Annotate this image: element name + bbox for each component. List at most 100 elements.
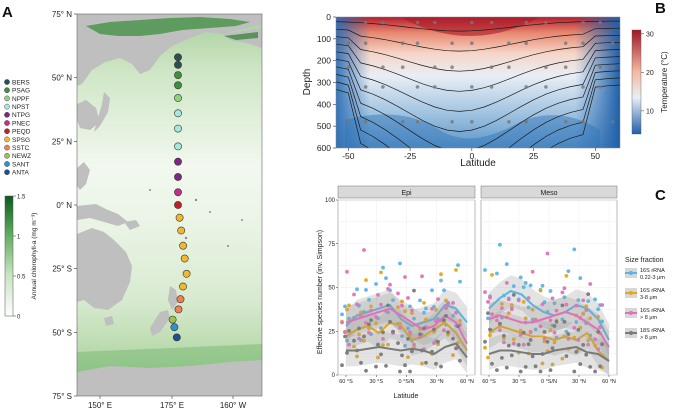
province-legend-label: SPSG xyxy=(12,137,30,144)
station-marker xyxy=(177,226,186,235)
facet-x-tick-label: 30 °S xyxy=(369,379,383,385)
diversity-point xyxy=(355,287,359,292)
diversity-point xyxy=(483,268,487,272)
diversity-point xyxy=(384,364,388,368)
facet-y-tick-label: 75 xyxy=(328,242,335,248)
diversity-point xyxy=(521,300,526,304)
sample-point xyxy=(563,41,568,45)
station-marker xyxy=(174,109,182,118)
facet-strip-label: Meso xyxy=(540,190,557,197)
diversity-point xyxy=(516,343,521,347)
legend-entry-label: 16S rRNA xyxy=(640,288,665,294)
diversity-point xyxy=(483,290,487,294)
diversity-point xyxy=(528,283,533,288)
diversity-point xyxy=(410,308,414,313)
diversity-point xyxy=(528,330,533,335)
diversity-point xyxy=(364,288,368,292)
diversity-point xyxy=(403,309,407,314)
diversity-point xyxy=(352,344,356,349)
diversity-point xyxy=(439,278,443,283)
diversity-point xyxy=(379,302,383,307)
diversity-point xyxy=(364,278,368,282)
diversity-point xyxy=(345,269,349,274)
sample-point xyxy=(363,85,368,89)
station-marker xyxy=(176,295,185,304)
sample-point xyxy=(450,65,454,69)
province-legend-swatch xyxy=(4,112,10,118)
facet-epi: Epi 60 °S 30 °S 0 °S/N 30 °N 60 °N 0 25 50 75 100 xyxy=(325,185,476,385)
diversity-point xyxy=(526,305,531,310)
province-legend-swatch xyxy=(4,161,10,167)
isotherm-line xyxy=(336,20,620,32)
diversity-point xyxy=(418,335,422,339)
diversity-point xyxy=(552,324,557,328)
diversity-point xyxy=(396,341,400,345)
diversity-point xyxy=(386,303,390,308)
diversity-point xyxy=(410,349,414,354)
diversity-point xyxy=(406,337,410,341)
diversity-point xyxy=(523,316,528,321)
diversity-point xyxy=(584,352,589,357)
diversity-point xyxy=(340,320,344,325)
diversity-point xyxy=(454,346,458,351)
diversity-point xyxy=(381,343,385,348)
diversity-point xyxy=(403,344,407,348)
province-legend-label: NPST xyxy=(12,104,29,111)
diversity-point xyxy=(545,251,550,256)
sample-point xyxy=(598,20,602,25)
diversity-point xyxy=(554,319,559,324)
facet-strip xyxy=(480,185,618,199)
diversity-point xyxy=(504,262,509,266)
diversity-point xyxy=(418,332,422,336)
diversity-point xyxy=(488,295,492,300)
diversity-point xyxy=(347,329,351,333)
sample-point xyxy=(524,20,528,25)
sample-point xyxy=(450,120,454,124)
diversity-point xyxy=(586,292,591,296)
diversity-point xyxy=(566,269,571,273)
diversity-point xyxy=(562,295,567,300)
legend-entry-label: > 8 μm xyxy=(640,335,657,341)
diversity-point xyxy=(391,329,395,334)
sample-point xyxy=(507,65,511,69)
legend-key-point xyxy=(629,291,633,295)
diversity-point xyxy=(581,343,586,347)
trend-ribbon xyxy=(489,296,609,363)
diversity-point xyxy=(600,303,604,307)
diversity-point xyxy=(500,356,504,360)
diversity-point xyxy=(533,364,538,369)
diversity-point xyxy=(523,365,528,369)
map-land xyxy=(77,14,262,396)
diversity-point xyxy=(593,369,597,374)
sample-point xyxy=(363,20,368,25)
map-lat-tick-label: 50° N xyxy=(52,74,72,83)
diversity-point xyxy=(456,324,460,329)
diversity-point xyxy=(384,276,388,280)
isotherm-line xyxy=(336,42,620,92)
legend-key-point xyxy=(629,311,633,315)
diversity-point xyxy=(406,296,410,300)
diversity-point xyxy=(400,299,404,304)
sample-point xyxy=(489,20,494,25)
sample-points xyxy=(346,20,615,124)
trend-line xyxy=(488,290,610,341)
sample-point xyxy=(544,20,548,25)
facet-meso: Meso 60 °S 30 °S 0 °S/N 30 °N 60 °N xyxy=(480,185,618,385)
facet-x-tick-label: 60 °S xyxy=(482,379,496,385)
diversity-point xyxy=(367,330,371,335)
diversity-point xyxy=(379,352,383,357)
diversity-point xyxy=(560,356,565,361)
diversity-point xyxy=(432,327,436,332)
size-fraction-legend-title: Size fraction xyxy=(625,257,664,264)
diversity-point xyxy=(396,291,400,296)
diversity-point xyxy=(564,302,569,307)
map-lat-tick-label: 75° S xyxy=(52,392,72,401)
diversity-point xyxy=(367,322,371,327)
diversity-point xyxy=(345,307,349,312)
diversity-point xyxy=(444,298,448,303)
sample-point xyxy=(581,20,585,25)
diversity-point xyxy=(530,317,535,322)
diversity-point xyxy=(586,299,591,303)
diversity-point xyxy=(446,302,450,306)
diversity-point xyxy=(562,286,567,291)
